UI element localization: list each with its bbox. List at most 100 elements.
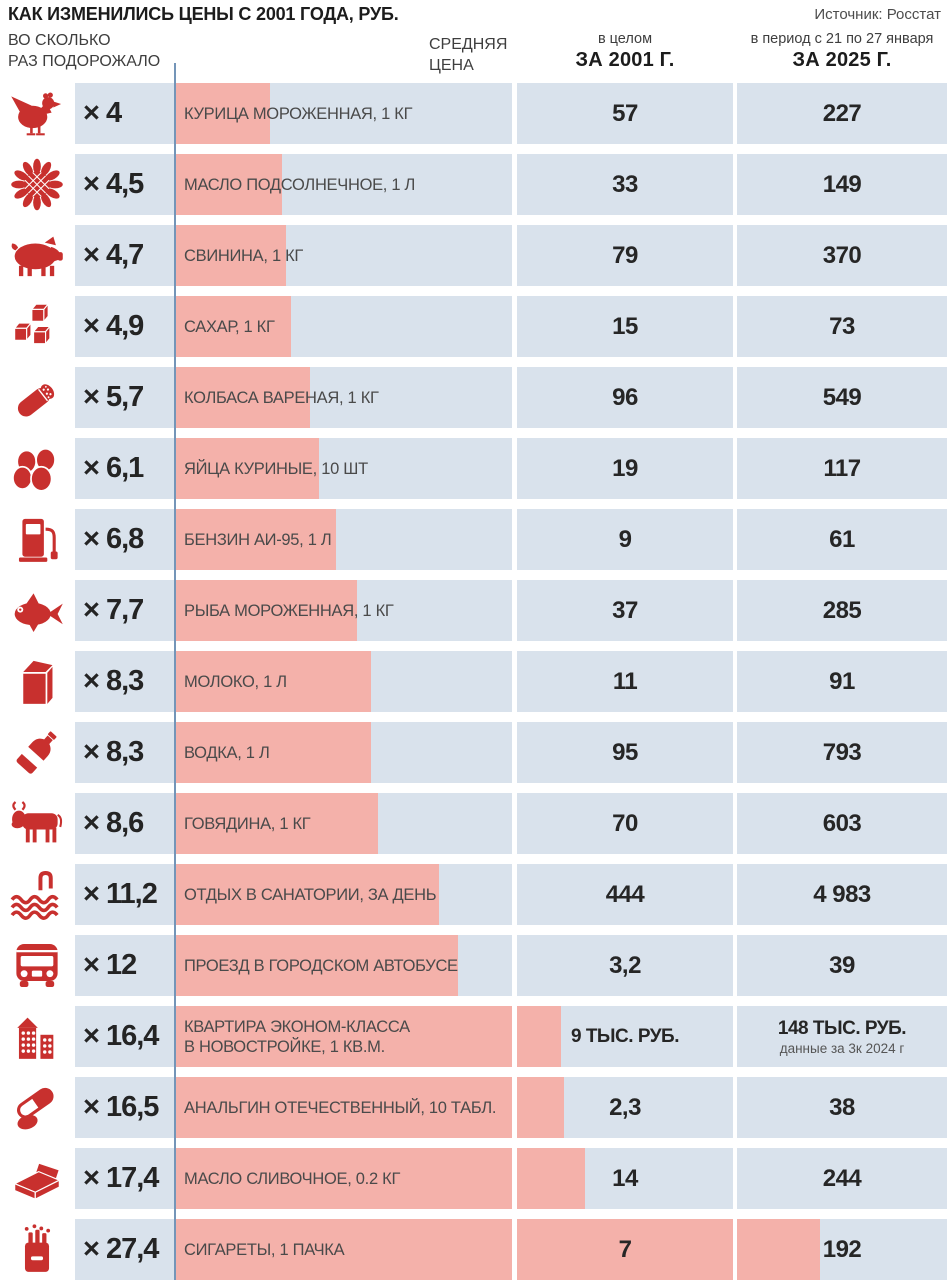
column-gap bbox=[733, 1075, 737, 1140]
column-gap bbox=[512, 1075, 517, 1140]
column-gap bbox=[512, 365, 517, 430]
multiplier-bar bbox=[176, 793, 378, 854]
item-label: МАСЛО ПОДСОЛНЕЧНОЕ, 1 Л bbox=[184, 175, 416, 194]
column-gap bbox=[512, 720, 517, 785]
column-gap bbox=[733, 436, 737, 501]
col-header-avg-price: СРЕДНЯЯ ЦЕНА bbox=[429, 36, 508, 74]
milk-icon bbox=[5, 653, 69, 710]
item-label: АНАЛЬГИН ОТЕЧЕСТВЕННЫЙ, 10 ТАБЛ. bbox=[184, 1098, 497, 1117]
table-row: × 5,7 КОЛБАСА ВАРЕНАЯ, 1 КГ 96 549 bbox=[0, 365, 947, 430]
multiplier-bar bbox=[176, 296, 291, 357]
price-2025: 91 bbox=[829, 667, 855, 695]
multiplier-label: × 8,3 bbox=[83, 736, 144, 768]
table-row: × 12 ПРОЕЗД В ГОРОДСКОМ АВТОБУСЕ 3,2 39 bbox=[0, 933, 947, 998]
price-2025: 793 bbox=[822, 738, 862, 766]
price-2025: 370 bbox=[822, 241, 862, 269]
item-label: ВОДКА, 1 Л bbox=[184, 743, 270, 762]
table-row: × 4,7 СВИНИНА, 1 КГ 79 370 bbox=[0, 223, 947, 288]
column-gap bbox=[733, 578, 737, 643]
multiplier-label: × 7,7 bbox=[83, 594, 144, 626]
column-gap bbox=[733, 1146, 737, 1211]
table-row: × 8,3 МОЛОКО, 1 Л 11 91 bbox=[0, 649, 947, 714]
column-gap bbox=[512, 578, 517, 643]
column-gap bbox=[733, 791, 737, 856]
item-label: КУРИЦА МОРОЖЕННАЯ, 1 КГ bbox=[184, 104, 413, 123]
column-gap bbox=[512, 862, 517, 927]
price-2001: 57 bbox=[612, 99, 638, 127]
chicken-icon bbox=[5, 85, 69, 142]
multiplier-label: × 4,9 bbox=[83, 310, 144, 342]
column-gap bbox=[733, 507, 737, 572]
price-2025: 285 bbox=[822, 596, 862, 624]
multiplier-bar bbox=[176, 935, 458, 996]
column-gap bbox=[733, 1004, 737, 1069]
price-2001: 96 bbox=[612, 383, 638, 411]
price-2001: 33 bbox=[612, 170, 638, 198]
cow-icon bbox=[5, 795, 69, 852]
column-gap bbox=[512, 152, 517, 217]
col-header-2001-year: ЗА 2001 Г. bbox=[575, 49, 675, 71]
eggs-icon bbox=[5, 440, 69, 497]
column-gap bbox=[512, 223, 517, 288]
multiplier-bar bbox=[176, 1077, 564, 1138]
column-gap bbox=[733, 933, 737, 998]
price-2001: 14 bbox=[612, 1164, 638, 1192]
sugar-icon bbox=[5, 298, 69, 355]
column-gap bbox=[512, 507, 517, 572]
multiplier-label: × 8,6 bbox=[83, 807, 144, 839]
multiplier-label: × 16,4 bbox=[83, 1020, 159, 1052]
price-2025: 39 bbox=[829, 951, 855, 979]
col-header-2025-year: ЗА 2025 Г. bbox=[792, 49, 892, 71]
multiplier-bar bbox=[176, 509, 336, 570]
price-2025: 73 bbox=[829, 312, 855, 340]
multiplier-label: × 6,1 bbox=[83, 452, 144, 484]
item-label: БЕНЗИН АИ-95, 1 Л bbox=[184, 530, 332, 549]
column-gap bbox=[512, 1146, 517, 1211]
page-title: КАК ИЗМЕНИЛИСЬ ЦЕНЫ С 2001 ГОДА, РУБ. bbox=[8, 4, 399, 24]
column-gap bbox=[512, 649, 517, 714]
multiplier-label: × 12 bbox=[83, 949, 137, 981]
col-header-2025-sub: в период с 21 по 27 января bbox=[750, 31, 934, 47]
item-label: РЫБА МОРОЖЕННАЯ, 1 КГ bbox=[184, 601, 394, 620]
table-row: × 16,4 КВАРТИРА ЭКОНОМ-КЛАССА В НОВОСТРО… bbox=[0, 1004, 947, 1069]
table-row: × 17,4 МАСЛО СЛИВОЧНОЕ, 0.2 КГ 14 244 bbox=[0, 1146, 947, 1211]
price-2025: 192 bbox=[822, 1235, 862, 1263]
multiplier-label: × 6,8 bbox=[83, 523, 144, 555]
table-row: × 6,1 ЯЙЦА КУРИНЫЕ, 10 ШТ 19 117 bbox=[0, 436, 947, 501]
column-gap bbox=[512, 294, 517, 359]
pills-icon bbox=[5, 1079, 69, 1136]
bus-icon bbox=[5, 937, 69, 994]
table-row: × 7,7 РЫБА МОРОЖЕННАЯ, 1 КГ 37 285 bbox=[0, 578, 947, 643]
fuel-pump-icon bbox=[5, 511, 69, 568]
price-2025: 38 bbox=[829, 1093, 855, 1121]
item-label: ПРОЕЗД В ГОРОДСКОМ АВТОБУСЕ bbox=[184, 956, 458, 975]
item-label: МАСЛО СЛИВОЧНОЕ, 0.2 КГ bbox=[184, 1169, 401, 1188]
price-2025: 549 bbox=[822, 383, 862, 411]
price-2001: 70 bbox=[612, 809, 638, 837]
col-header-2001: в целом ЗА 2001 Г. bbox=[517, 31, 733, 72]
price-2001: 19 bbox=[612, 454, 638, 482]
multiplier-bar bbox=[176, 438, 319, 499]
column-gap bbox=[512, 81, 517, 146]
price-2001: 11 bbox=[612, 667, 638, 695]
cigarettes-icon bbox=[5, 1221, 69, 1278]
price-2025: 603 bbox=[822, 809, 862, 837]
column-gap bbox=[733, 720, 737, 785]
column-gap bbox=[512, 933, 517, 998]
price-2025: 244 bbox=[822, 1164, 862, 1192]
item-label: САХАР, 1 КГ bbox=[184, 317, 275, 336]
price-2025: 148 ТЫС. РУБ. данные за 3к 2024 г bbox=[777, 1017, 907, 1056]
price-2001: 444 bbox=[605, 880, 645, 908]
column-gap bbox=[733, 649, 737, 714]
multiplier-bar bbox=[176, 651, 371, 712]
price-2001: 7 bbox=[618, 1235, 632, 1263]
butter-icon bbox=[5, 1150, 69, 1207]
multiplier-label: × 17,4 bbox=[83, 1162, 159, 1194]
column-gap bbox=[733, 81, 737, 146]
item-label: СВИНИНА, 1 КГ bbox=[184, 246, 304, 265]
multiplier-label: × 4 bbox=[83, 97, 122, 129]
col-header-2025: в период с 21 по 27 января ЗА 2025 Г. bbox=[737, 31, 947, 72]
price-2001: 9 bbox=[618, 525, 632, 553]
multiplier-label: × 11,2 bbox=[83, 878, 158, 910]
item-label: МОЛОКО, 1 Л bbox=[184, 672, 287, 691]
